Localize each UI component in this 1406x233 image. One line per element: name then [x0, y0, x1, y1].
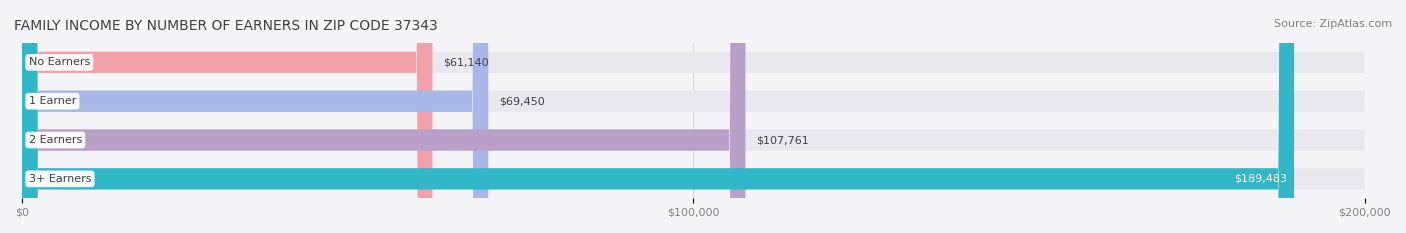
Text: FAMILY INCOME BY NUMBER OF EARNERS IN ZIP CODE 37343: FAMILY INCOME BY NUMBER OF EARNERS IN ZI…: [14, 19, 437, 33]
FancyBboxPatch shape: [22, 0, 488, 233]
Text: $107,761: $107,761: [756, 135, 808, 145]
Text: $61,140: $61,140: [443, 57, 489, 67]
Text: $69,450: $69,450: [499, 96, 544, 106]
Text: 3+ Earners: 3+ Earners: [28, 174, 91, 184]
FancyBboxPatch shape: [22, 91, 1365, 112]
Text: Source: ZipAtlas.com: Source: ZipAtlas.com: [1274, 19, 1392, 29]
FancyBboxPatch shape: [22, 0, 1294, 233]
Text: $189,483: $189,483: [1234, 174, 1288, 184]
FancyBboxPatch shape: [22, 0, 433, 233]
FancyBboxPatch shape: [22, 52, 1365, 73]
Text: 2 Earners: 2 Earners: [28, 135, 82, 145]
FancyBboxPatch shape: [22, 168, 1365, 189]
Text: No Earners: No Earners: [28, 57, 90, 67]
Text: 1 Earner: 1 Earner: [28, 96, 76, 106]
FancyBboxPatch shape: [22, 0, 745, 233]
FancyBboxPatch shape: [22, 129, 1365, 151]
